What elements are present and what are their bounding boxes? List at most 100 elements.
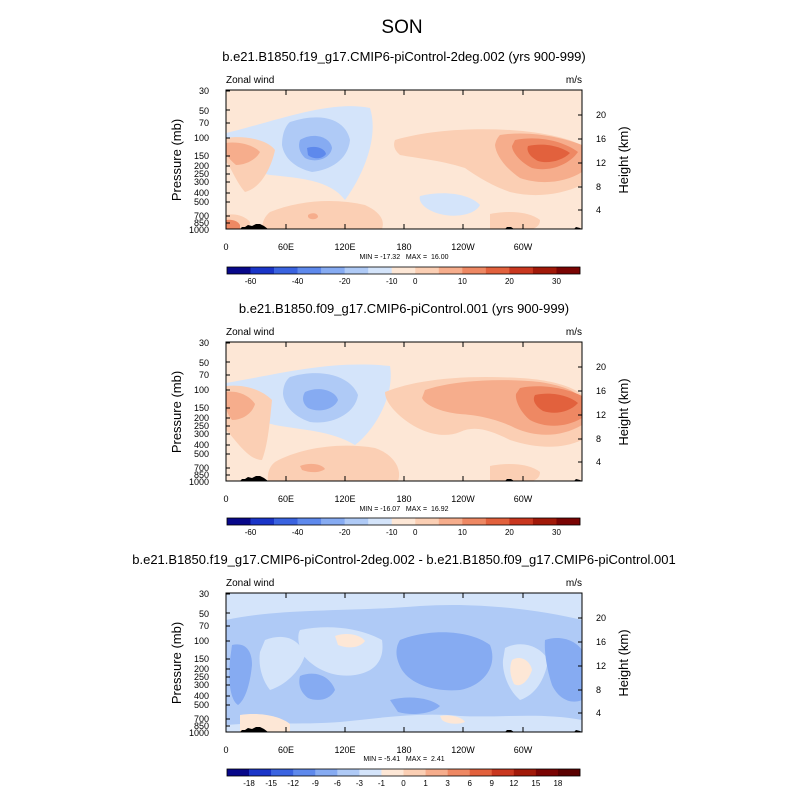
colorbar-label: -20 <box>339 528 351 537</box>
colorbar-swatch <box>250 518 275 525</box>
y-tick-label: 500 <box>194 700 209 710</box>
x-axis: 0 60E 120E 180 120W 60W <box>223 593 533 755</box>
contour-fill <box>229 644 252 705</box>
height-tick-label: 12 <box>596 410 606 420</box>
contour-fill <box>299 673 335 700</box>
y-tick-label: 200 <box>194 413 209 423</box>
x-ticks <box>225 90 524 229</box>
colorbar-swatch <box>485 518 510 525</box>
colorbar-label: 15 <box>531 779 540 788</box>
contour-field <box>226 90 582 229</box>
contour-fill <box>303 389 338 411</box>
colorbar-swatch <box>485 267 510 274</box>
y-tick-label: 30 <box>199 338 209 348</box>
colorbar-swatch <box>513 769 537 776</box>
colorbar-swatch <box>491 769 515 776</box>
colorbar-swatch <box>321 518 345 525</box>
panel-title: b.e21.B1850.f19_g17.CMIP6-piControl-2deg… <box>222 49 586 64</box>
colorbar-swatch <box>227 518 251 525</box>
colorbar-swatch <box>227 769 250 776</box>
y-axis-left: 30 50 70 100 150 200 250 300 400 500 700… <box>169 589 230 738</box>
y-tick-label: 150 <box>194 654 209 664</box>
x-tick-label: 0 <box>223 494 228 504</box>
y-axis-right-title: Height (km) <box>616 126 631 193</box>
y-tick-label: 50 <box>199 106 209 116</box>
height-ticks <box>578 617 582 714</box>
colorbar-label: -6 <box>334 779 342 788</box>
y-tick-label: 30 <box>199 589 209 599</box>
colorbar-label: -40 <box>292 528 304 537</box>
contour-field <box>226 342 582 481</box>
colorbar-swatch <box>415 267 440 274</box>
colorbar-label: -3 <box>356 779 364 788</box>
colorbar-swatch <box>337 769 360 776</box>
y-tick-label: 250 <box>194 421 209 431</box>
x-tick-label: 60E <box>278 242 294 252</box>
contour-fill <box>259 636 305 690</box>
colorbar-swatch <box>415 518 440 525</box>
y-tick-label: 70 <box>199 370 209 380</box>
contour-fill <box>335 633 365 648</box>
colorbar-swatch <box>447 769 470 776</box>
colorbar-label: 3 <box>445 779 450 788</box>
contour-fill <box>533 393 578 413</box>
colorbar-swatch <box>556 518 581 525</box>
height-tick-label: 8 <box>596 685 601 695</box>
colorbar-label: -40 <box>292 277 304 286</box>
contour-fill <box>419 193 480 216</box>
contour-fill <box>490 464 540 481</box>
x-tick-label: 180 <box>396 242 411 252</box>
y-tick-label: 70 <box>199 118 209 128</box>
min-max-stats: MIN = -16.07 MAX = 16.92 <box>359 506 448 513</box>
y-axis-right-title: Height (km) <box>616 378 631 445</box>
colorbar-swatch <box>249 769 272 776</box>
colorbar-label: -18 <box>243 779 255 788</box>
x-ticks <box>225 593 524 732</box>
topography <box>240 476 268 481</box>
colorbar-swatch <box>381 769 404 776</box>
y-tick-label: 70 <box>199 621 209 631</box>
colorbar-label: -10 <box>386 528 398 537</box>
colorbar-swatch <box>509 267 534 274</box>
colorbar-swatch <box>557 769 581 776</box>
y-tick-label: 400 <box>194 691 209 701</box>
height-tick-label: 16 <box>596 134 606 144</box>
y-tick-label: 300 <box>194 429 209 439</box>
colorbar-swatch <box>293 769 316 776</box>
contour-fill <box>226 219 240 229</box>
height-tick-label: 8 <box>596 434 601 444</box>
contour-fill <box>267 445 400 481</box>
colorbar: -60 -40 -20 -10 0 10 20 30 <box>226 266 581 286</box>
y-tick-label: 850 <box>194 218 209 228</box>
height-tick-label: 20 <box>596 362 606 372</box>
colorbar-swatch <box>509 518 534 525</box>
y-tick-label: 700 <box>194 463 209 473</box>
height-tick-label: 12 <box>596 158 606 168</box>
height-ticks <box>578 114 582 211</box>
y-axis-left: 30 50 70 100 150 200 250 300 400 500 700… <box>169 338 230 487</box>
y-tick-label: 300 <box>194 177 209 187</box>
height-ticks <box>578 366 582 463</box>
colorbar-swatch <box>344 267 369 274</box>
contour-field <box>226 593 582 732</box>
y-axis-title: Pressure (mb) <box>169 371 184 453</box>
panel-1: b.e21.B1850.f19_g17.CMIP6-piControl-2deg… <box>169 49 631 286</box>
colorbar-swatch <box>274 267 298 274</box>
colorbar-swatch <box>403 769 426 776</box>
y-axis-title: Pressure (mb) <box>169 119 184 201</box>
colorbar-swatch <box>532 518 557 525</box>
colorbar-label: 0 <box>413 277 418 286</box>
colorbar-swatch <box>315 769 338 776</box>
y-axis-left: 30 50 70 100 150 200 250 300 400 500 700… <box>169 86 230 235</box>
x-tick-label: 120E <box>334 242 355 252</box>
colorbar-label: 0 <box>413 528 418 537</box>
panel-3-difference: b.e21.B1850.f19_g17.CMIP6-piControl-2deg… <box>132 552 675 788</box>
height-tick-label: 8 <box>596 182 601 192</box>
y-axis-right: 4 8 12 16 20 Height (km) <box>578 110 631 215</box>
colorbar-label: 9 <box>490 779 495 788</box>
contour-fill <box>396 632 493 691</box>
y-tick-label: 850 <box>194 470 209 480</box>
x-tick-label: 60W <box>514 745 533 755</box>
height-tick-label: 12 <box>596 661 606 671</box>
colorbar-label: 20 <box>505 528 514 537</box>
